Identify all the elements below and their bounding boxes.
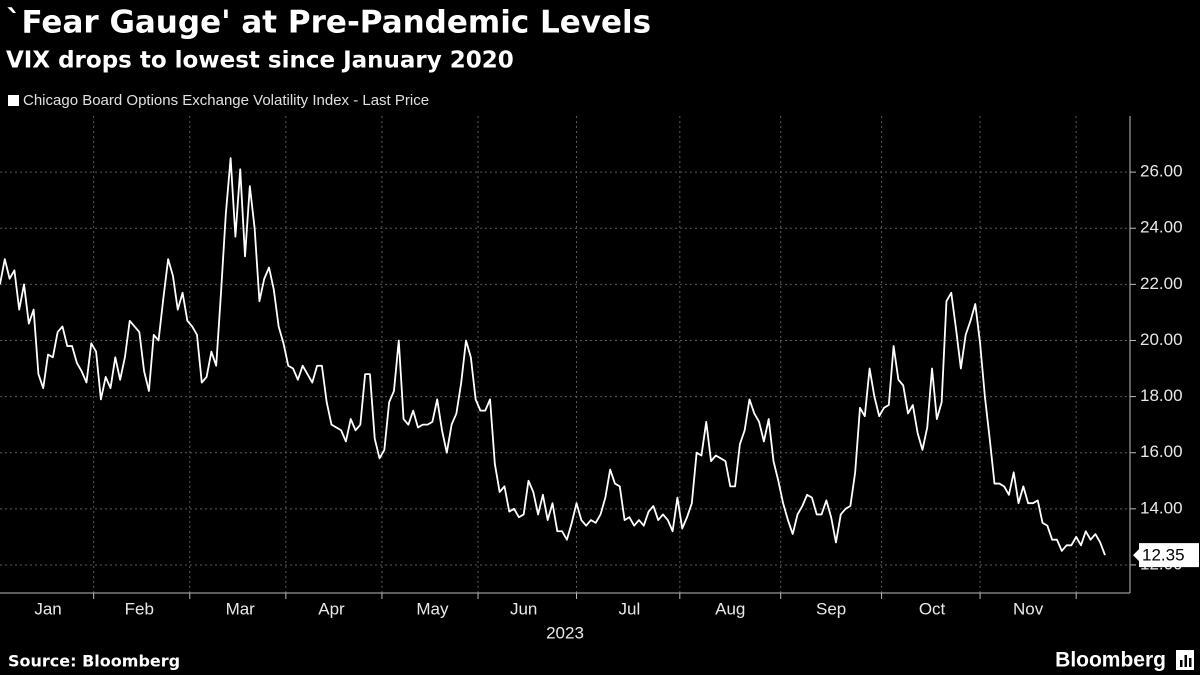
source: Source: Bloomberg: [8, 652, 180, 671]
x-axis-label: 2023: [546, 623, 584, 642]
y-tick-label: 24.00: [1140, 218, 1183, 237]
legend-label: Chicago Board Options Exchange Volatilit…: [23, 92, 429, 109]
x-tick-label: May: [416, 599, 449, 618]
last-value-label: 12.35: [1142, 546, 1185, 565]
x-tick-label: Jan: [34, 599, 61, 618]
x-tick-label: Mar: [226, 599, 256, 618]
line: [0, 157, 1106, 556]
logo-bar: [1180, 660, 1183, 667]
logo-bar: [1189, 658, 1192, 667]
logo-icon: [1176, 650, 1194, 670]
chart-subtitle: VIX drops to lowest since January 2020: [6, 48, 514, 74]
legend-swatch: [8, 95, 19, 106]
y-tick-label: 22.00: [1140, 274, 1183, 293]
chart-title: `Fear Gauge' at Pre-Pandemic Levels: [6, 5, 651, 41]
x-tick-label: Feb: [125, 599, 154, 618]
x-tick-label: Nov: [1013, 599, 1044, 618]
y-tick-label: 18.00: [1140, 386, 1183, 405]
y-tick-label: 20.00: [1140, 330, 1183, 349]
y-tick-label: 16.00: [1140, 442, 1183, 461]
last-value-pointer: [1133, 549, 1139, 562]
x-tick-label: Jun: [510, 599, 537, 618]
y-tick-label: 26.00: [1140, 162, 1183, 181]
x-tick-label: Oct: [919, 599, 946, 618]
last-value-box: [1139, 543, 1199, 568]
logo: Bloomberg: [1055, 649, 1166, 672]
y-tick-label: 14.00: [1140, 498, 1183, 517]
x-tick-label: Jul: [619, 599, 641, 618]
logo-bar: [1184, 655, 1187, 667]
x-tick-label: Apr: [318, 599, 345, 618]
x-tick-label: Sep: [816, 599, 846, 618]
x-tick-label: Aug: [715, 599, 745, 618]
